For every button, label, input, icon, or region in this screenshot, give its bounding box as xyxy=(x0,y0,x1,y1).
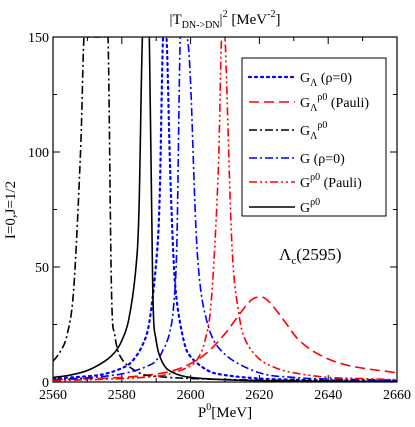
series-line-4 xyxy=(53,37,397,381)
y-tick-label: 100 xyxy=(28,146,49,161)
legend-label-5: Gρ0 (Pauli) xyxy=(300,172,362,191)
legend-label-3: GΛρ0 xyxy=(300,120,327,142)
axis-ticks: 2560 2580 2600 2620 2640 2660 0 50 100 150 xyxy=(28,31,411,403)
y-tick-label: 50 xyxy=(35,261,49,276)
series-line-5 xyxy=(53,37,397,382)
legend-label-4: G (ρ=0) xyxy=(300,152,345,167)
legend-box xyxy=(241,57,387,217)
x-tick-label: 2620 xyxy=(245,388,273,403)
x-tick-label: 2600 xyxy=(177,388,205,403)
y-tick-label: 0 xyxy=(42,376,49,391)
y-tick-label: 150 xyxy=(28,31,49,46)
series-line-2 xyxy=(53,296,397,381)
x-tick-label: 2560 xyxy=(39,388,67,403)
x-axis-label: P0[MeV] xyxy=(198,402,252,421)
legend-label-1: GΛ (ρ=0) xyxy=(300,71,352,89)
series-line-1 xyxy=(53,37,397,382)
series-line-6 xyxy=(53,37,397,382)
x-tick-label: 2580 xyxy=(108,388,136,403)
x-tick-label: 2660 xyxy=(383,388,411,403)
chart-title: |TDN->DN|2 [MeV-2] xyxy=(170,9,281,31)
legend-label-2: GΛρ0 (Pauli) xyxy=(300,92,369,114)
resonance-annotation: Λc(2595) xyxy=(279,245,342,267)
legend: GΛ (ρ=0) GΛρ0 (Pauli) GΛρ0 G (ρ=0) Gρ0 (Paul… xyxy=(241,57,387,217)
series-group xyxy=(53,37,397,382)
legend-label-6: Gρ0 xyxy=(300,197,320,216)
x-tick-label: 2640 xyxy=(314,388,342,403)
y-axis-label: I=0,J=1/2 xyxy=(3,181,19,239)
